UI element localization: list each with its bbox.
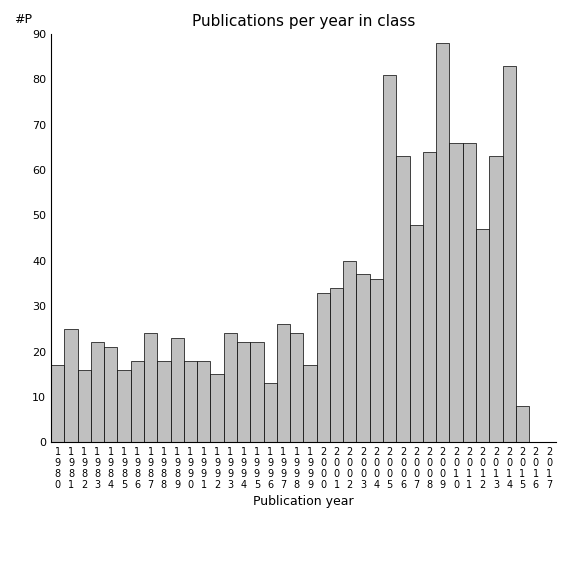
Bar: [64, 329, 78, 442]
Bar: [250, 342, 264, 442]
Bar: [330, 288, 343, 442]
X-axis label: Publication year: Publication year: [253, 495, 354, 508]
Bar: [290, 333, 303, 442]
Bar: [157, 361, 171, 442]
Bar: [144, 333, 157, 442]
Bar: [370, 279, 383, 442]
Bar: [489, 156, 502, 442]
Bar: [516, 406, 529, 442]
Bar: [171, 338, 184, 442]
Bar: [184, 361, 197, 442]
Bar: [91, 342, 104, 442]
Bar: [357, 274, 370, 442]
Title: Publications per year in class: Publications per year in class: [192, 14, 415, 29]
Bar: [78, 370, 91, 442]
Bar: [104, 347, 117, 442]
Bar: [131, 361, 144, 442]
Bar: [264, 383, 277, 442]
Bar: [277, 324, 290, 442]
Bar: [423, 152, 436, 442]
Bar: [396, 156, 409, 442]
Y-axis label: #P: #P: [14, 13, 32, 26]
Bar: [303, 365, 316, 442]
Bar: [51, 365, 64, 442]
Bar: [436, 43, 450, 442]
Bar: [223, 333, 237, 442]
Bar: [463, 143, 476, 442]
Bar: [383, 75, 396, 442]
Bar: [316, 293, 330, 442]
Bar: [117, 370, 131, 442]
Bar: [476, 229, 489, 442]
Bar: [450, 143, 463, 442]
Bar: [210, 374, 223, 442]
Bar: [343, 261, 357, 442]
Bar: [502, 66, 516, 442]
Bar: [409, 225, 423, 442]
Bar: [197, 361, 210, 442]
Bar: [237, 342, 250, 442]
